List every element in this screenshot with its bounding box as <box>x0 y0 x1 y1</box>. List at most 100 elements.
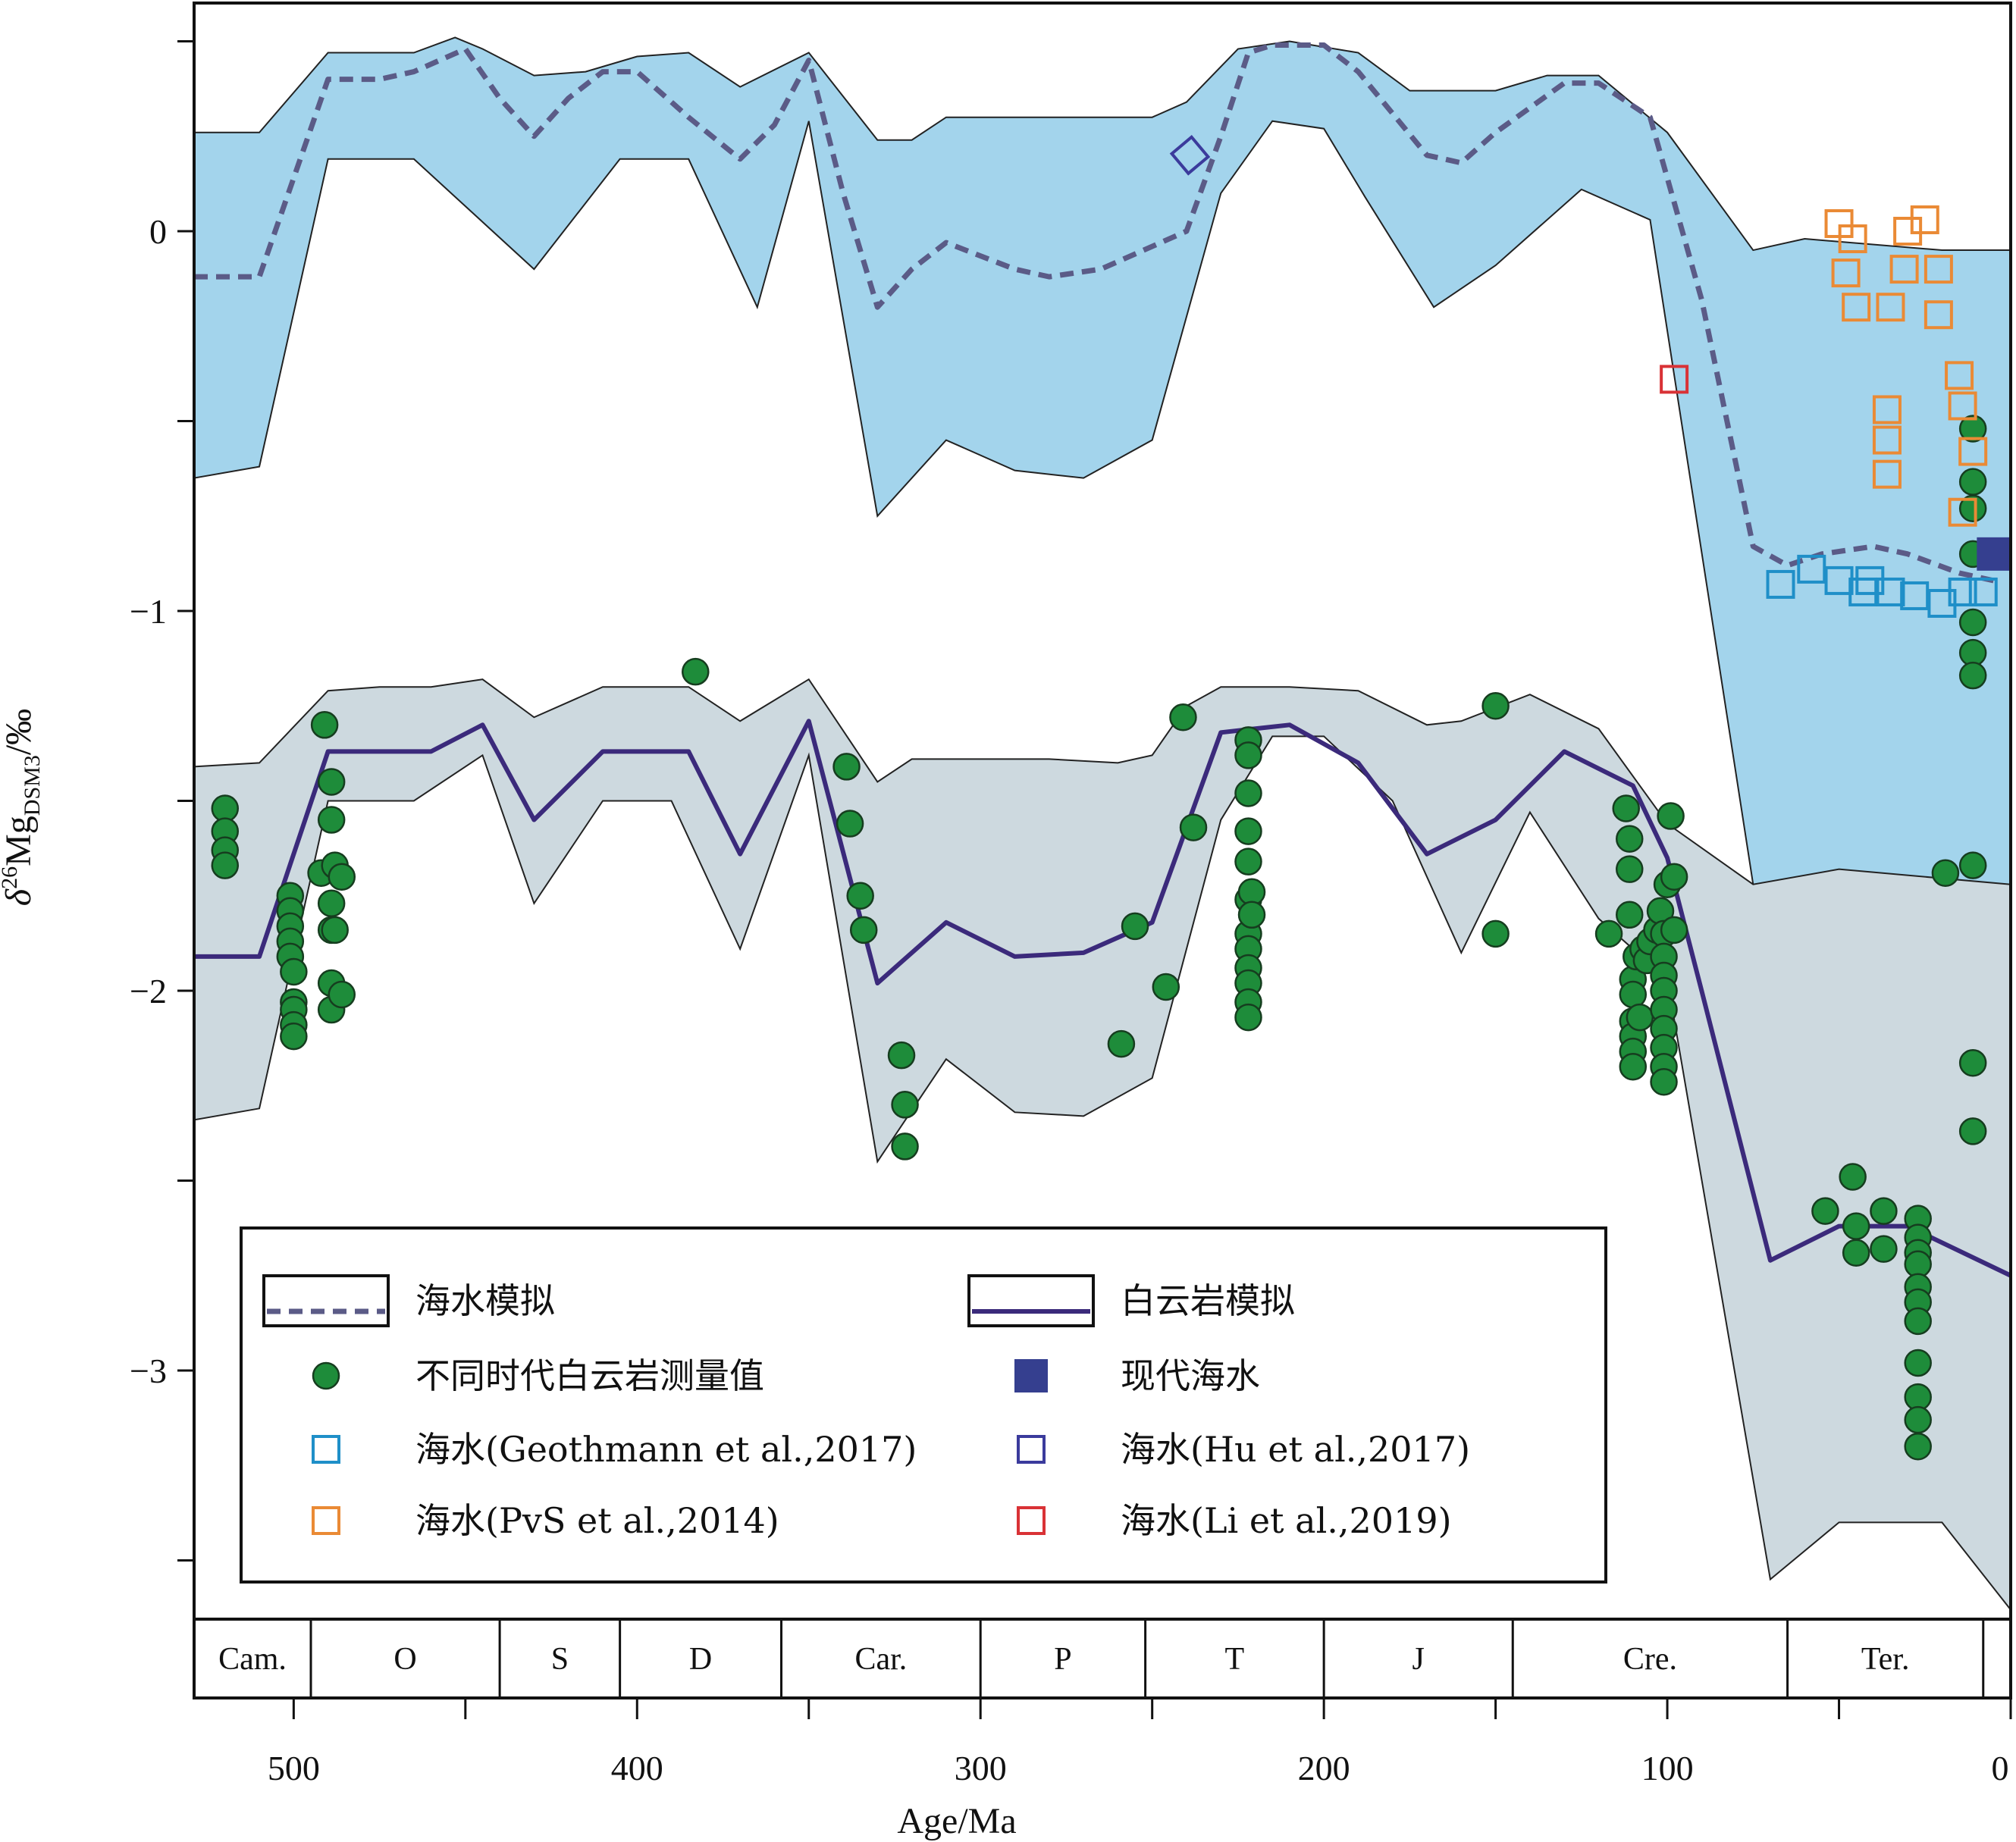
dolomite-measurement-point <box>1615 825 1644 853</box>
dolomite-measurement-point <box>832 753 861 781</box>
y-axis-label: δ26MgDSM3/‰ <box>0 709 45 906</box>
dolomite-measurement-point <box>1958 415 1987 443</box>
dolomite-measurement-point <box>317 889 346 918</box>
dolomite-measurement-point <box>1958 661 1987 690</box>
dolomite-measurement-point <box>1107 1029 1136 1058</box>
dolomite-measurement-point <box>1870 1197 1898 1225</box>
seawater-uncertainty-band <box>194 36 2011 897</box>
legend-swatch-square <box>312 1506 340 1535</box>
dolomite-measurement-point <box>1234 779 1262 807</box>
y-label-delta: δ <box>0 888 39 906</box>
legend-swatch-square <box>312 1435 340 1464</box>
dolomite-measurement-point <box>1842 1212 1870 1240</box>
dolomite-measurement-point <box>1626 1003 1654 1032</box>
x-tick-label: 400 <box>611 1749 663 1787</box>
seawater-square-point <box>1842 293 1871 322</box>
legend-swatch-square <box>1017 1506 1046 1535</box>
dolomite-measurement-point <box>328 863 356 891</box>
period-label: S <box>551 1642 569 1677</box>
seawater-square-point <box>1872 459 1902 489</box>
dolomite-measurement-point <box>846 882 874 910</box>
dolomite-measurement-point <box>1612 794 1640 822</box>
period-label: Car. <box>854 1642 907 1677</box>
seawater-square-point <box>1872 425 1902 455</box>
x-axis: 500 400 300 200 100 0 <box>268 1698 2012 1787</box>
period-label: O <box>393 1642 416 1677</box>
dolomite-measurement-point <box>1152 973 1180 1001</box>
dolomite-measurement-point <box>1870 1235 1898 1263</box>
plot-frame <box>193 2 2012 1699</box>
period-label: D <box>689 1642 712 1677</box>
legend-label: 白云岩模拟 <box>1121 1280 1295 1321</box>
x-tick-label: 100 <box>1641 1749 1694 1787</box>
legend-label: 不同时代白云岩测量值 <box>415 1355 764 1396</box>
dolomite-measurement-point <box>321 916 349 944</box>
dolomite-measurement-point <box>1842 1239 1870 1267</box>
y-tick-label: −2 <box>130 972 167 1010</box>
dolomite-measurement-point <box>1958 468 1987 496</box>
y-label-base: Mg <box>0 816 39 866</box>
dolomite-measurement-point <box>317 806 346 834</box>
seawater-model-line <box>194 42 1995 584</box>
seawater-square-point <box>1948 391 1977 421</box>
dolomite-measurement-point <box>887 1041 916 1070</box>
dolomite-measurement-point <box>1237 901 1266 929</box>
dolomite-measurement-point <box>1931 859 1960 887</box>
dolomite-measurement-point <box>1839 1163 1867 1191</box>
dolomite-measurement-point <box>1594 919 1623 948</box>
legend-label: 海水(Hu et al.,2017) <box>1121 1429 1470 1470</box>
legend-swatch-circle <box>312 1361 340 1390</box>
seawater-square-point <box>1169 135 1211 176</box>
dolomite-measurement-point <box>891 1091 919 1119</box>
dolomite-measurement-point <box>280 1022 308 1051</box>
dolomite-measurement-point <box>310 711 339 739</box>
seawater-square-point <box>1910 205 1939 234</box>
legend-label: 海水模拟 <box>415 1280 555 1321</box>
dolomite-measurement-point <box>1958 494 1987 522</box>
dolomite-measurement-point <box>211 851 240 879</box>
dolomite-measurement-point <box>1619 1052 1648 1081</box>
seawater-square-point <box>1948 497 1977 527</box>
dolomite-measurement-point <box>280 957 308 986</box>
dolomite-measurement-point <box>1657 802 1685 830</box>
dolomite-measurement-point <box>1615 901 1644 929</box>
seawater-square-point <box>1660 365 1689 394</box>
y-label-sub: DSM3 <box>20 755 45 816</box>
seawater-square-point <box>1924 255 1953 284</box>
x-tick-label: 200 <box>1298 1749 1350 1787</box>
dolomite-measurement-point <box>1904 1307 1932 1336</box>
x-tick-label: 300 <box>955 1749 1007 1787</box>
uncertainty-bands <box>194 36 2011 1612</box>
dolomite-measurement-point <box>682 657 710 686</box>
dolomite-measurement-point <box>1481 919 1510 948</box>
seawater-square-point <box>1876 577 1905 606</box>
seawater-square-point <box>1945 361 1974 390</box>
seawater-square-point <box>1948 577 1977 606</box>
x-tick-label: 500 <box>268 1749 320 1787</box>
dolomite-measurement-point <box>1121 912 1149 941</box>
dolomite-measurement-point <box>1958 1117 1987 1145</box>
dolomite-measurement-point <box>1650 1067 1678 1096</box>
period-label: Cam. <box>218 1642 287 1677</box>
plot-border <box>193 2 2012 1699</box>
dolomite-measurement-point <box>1481 692 1510 720</box>
period-label: Ter. <box>1861 1642 1910 1677</box>
seawater-square-point <box>1766 569 1795 599</box>
y-tick-label: 0 <box>149 212 167 251</box>
dolomite-measurement-point <box>1660 863 1688 891</box>
legend-box <box>240 1226 1607 1584</box>
dolomite-measurement-point <box>1169 703 1197 731</box>
dolomite-measurement-point <box>1615 855 1644 883</box>
period-label: T <box>1225 1642 1245 1677</box>
y-tick-label: −1 <box>130 592 167 631</box>
dolomite-measurement-point <box>1904 1349 1932 1377</box>
dolomite-measurement-point <box>1234 1003 1262 1032</box>
dolomite-measurement-point <box>1234 741 1262 769</box>
seawater-square-point <box>1831 258 1861 288</box>
seawater-square-point <box>1797 554 1826 584</box>
seawater-square-point <box>1889 255 1919 284</box>
seawater-square-point <box>1958 437 1988 466</box>
geologic-period-bar: Cam. O S D Car. P T J Cre. Ter. <box>194 1618 2011 1698</box>
